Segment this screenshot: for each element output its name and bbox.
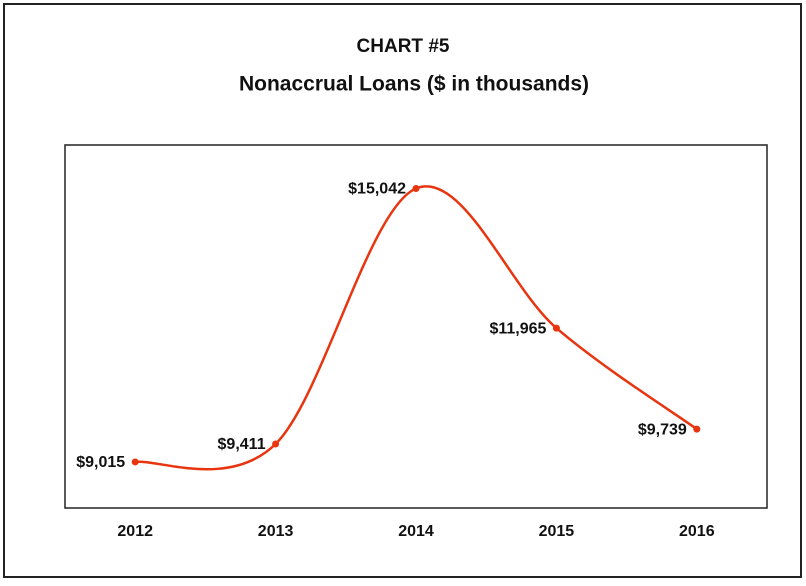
point	[412, 184, 420, 192]
x-tick-label: 2014	[398, 523, 434, 540]
point	[272, 440, 280, 448]
point	[693, 425, 701, 433]
x-tick-label: 2012	[117, 523, 153, 540]
chart-title: CHART #5	[357, 36, 450, 57]
point	[131, 458, 139, 466]
data-label: $9,739	[638, 421, 687, 438]
point	[552, 324, 560, 332]
data-label: $15,042	[348, 181, 406, 198]
chart-subtitle: Nonaccrual Loans ($ in thousands)	[239, 73, 589, 96]
x-tick-label: 2013	[258, 523, 294, 540]
x-tick-label: 2015	[539, 523, 575, 540]
data-label: $11,965	[489, 320, 546, 337]
plot-area	[64, 144, 768, 509]
data-label: $9,411	[218, 436, 266, 453]
x-tick-label: 2016	[679, 523, 715, 540]
data-label: $9,015	[76, 454, 125, 471]
